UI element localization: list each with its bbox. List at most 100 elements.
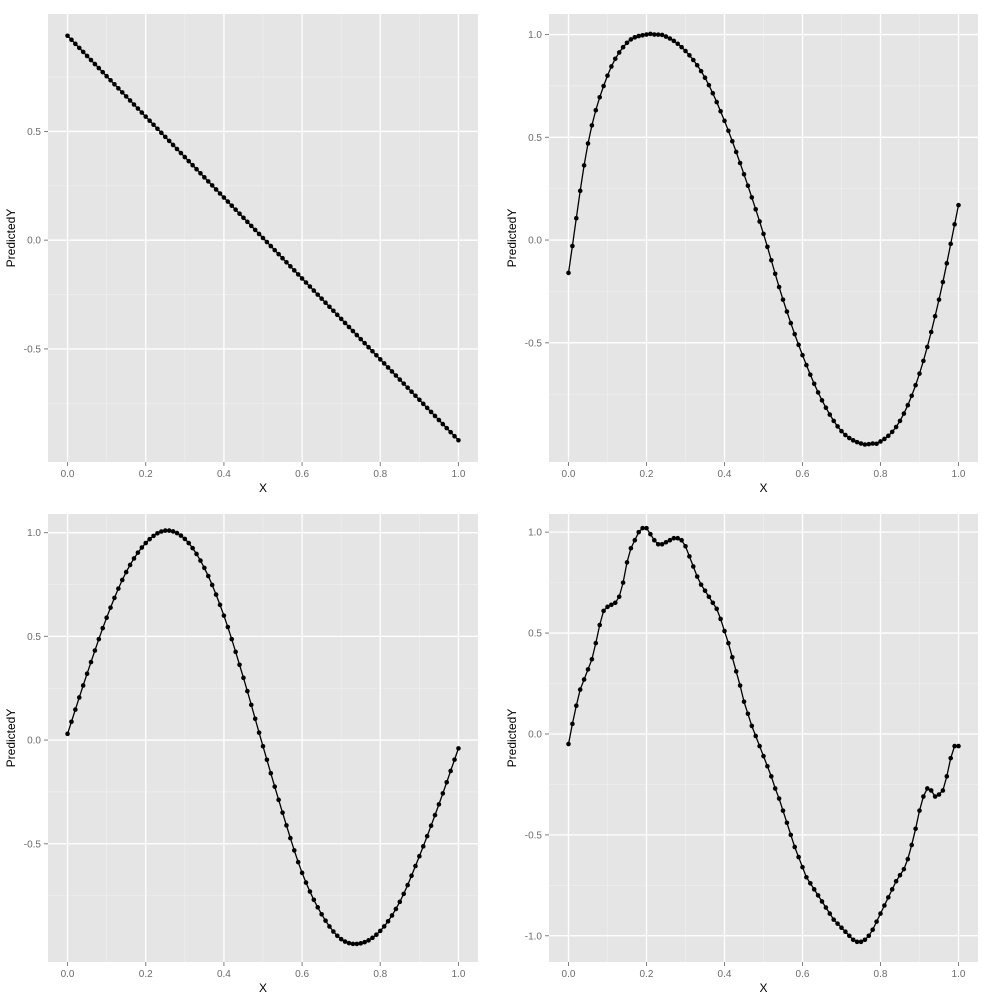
data-point	[698, 582, 704, 587]
x-axis-title: X	[759, 981, 767, 995]
data-point	[405, 385, 410, 390]
data-point	[143, 114, 149, 119]
data-point	[909, 842, 914, 848]
data-point	[753, 733, 758, 739]
x-tick-label: 0.8	[874, 469, 888, 480]
data-point	[76, 695, 82, 700]
data-point	[436, 802, 442, 807]
data-point	[303, 880, 309, 885]
data-point	[636, 33, 641, 39]
data-point	[730, 138, 735, 144]
x-tick-label: 0.0	[562, 469, 576, 480]
data-point	[237, 662, 242, 668]
x-tick-label: 0.4	[718, 969, 732, 980]
data-point	[718, 109, 723, 114]
data-point	[597, 95, 602, 100]
data-point	[104, 73, 109, 79]
data-point	[796, 854, 801, 860]
data-point	[288, 264, 293, 269]
data-point	[413, 393, 418, 399]
data-point	[683, 543, 688, 549]
data-point	[667, 36, 673, 41]
data-point	[769, 774, 774, 779]
data-point	[601, 83, 606, 89]
data-point	[229, 203, 235, 208]
data-point	[862, 937, 868, 943]
data-point	[917, 371, 922, 376]
data-point	[811, 887, 817, 892]
data-point	[691, 564, 696, 569]
data-point	[905, 856, 911, 862]
data-point	[198, 170, 203, 176]
data-point	[932, 313, 938, 319]
data-point	[928, 329, 934, 335]
data-point	[354, 332, 360, 338]
data-point	[901, 411, 907, 416]
data-point	[644, 525, 649, 531]
data-point	[620, 44, 626, 50]
data-point	[260, 743, 266, 749]
data-point	[252, 716, 258, 722]
data-point	[174, 530, 180, 536]
data-point	[315, 905, 321, 910]
data-point	[135, 550, 141, 555]
data-point	[264, 239, 270, 245]
data-point	[858, 441, 864, 446]
x-tick-label: 0.6	[295, 469, 309, 480]
data-point	[327, 304, 332, 310]
data-point	[831, 917, 836, 922]
data-point	[843, 432, 848, 438]
data-point	[893, 424, 899, 430]
y-tick-label: -0.5	[24, 839, 42, 850]
data-point	[420, 401, 426, 407]
data-point	[174, 146, 180, 152]
data-point	[268, 243, 274, 249]
x-tick-label: 0.2	[139, 469, 153, 480]
data-point	[804, 362, 809, 368]
data-point	[397, 899, 403, 905]
data-point	[613, 600, 618, 606]
data-point	[155, 530, 160, 536]
data-point	[268, 770, 274, 776]
data-point	[944, 774, 950, 779]
data-point	[241, 675, 246, 681]
data-point	[245, 688, 250, 694]
data-point	[127, 98, 133, 103]
data-point	[909, 393, 914, 399]
data-point	[640, 32, 645, 38]
data-point	[605, 73, 610, 78]
data-point	[882, 436, 887, 442]
data-point	[374, 932, 379, 938]
data-point	[761, 753, 766, 759]
data-point	[186, 540, 192, 546]
data-point	[170, 529, 176, 534]
data-point	[221, 195, 227, 200]
data-point	[178, 533, 184, 538]
data-point	[295, 272, 301, 277]
data-point	[182, 536, 188, 542]
x-tick-label: 1.0	[452, 969, 466, 980]
y-tick-label: 0.5	[27, 632, 41, 643]
data-point	[76, 45, 82, 51]
data-point	[659, 32, 665, 38]
data-point	[385, 365, 391, 370]
data-point	[319, 296, 324, 301]
data-point	[585, 141, 591, 146]
data-point	[765, 763, 770, 769]
data-point	[921, 794, 926, 799]
data-point	[428, 409, 434, 415]
data-point	[338, 316, 344, 322]
data-point	[609, 602, 614, 608]
data-point	[190, 162, 195, 168]
data-point	[350, 941, 356, 947]
data-point	[675, 41, 680, 47]
data-point	[198, 558, 203, 563]
data-point	[370, 935, 375, 941]
data-point	[186, 158, 192, 164]
data-point	[847, 933, 852, 939]
data-point	[854, 939, 860, 945]
data-point	[100, 69, 106, 75]
data-point	[800, 352, 805, 358]
data-point	[444, 779, 450, 785]
data-point	[284, 823, 289, 828]
